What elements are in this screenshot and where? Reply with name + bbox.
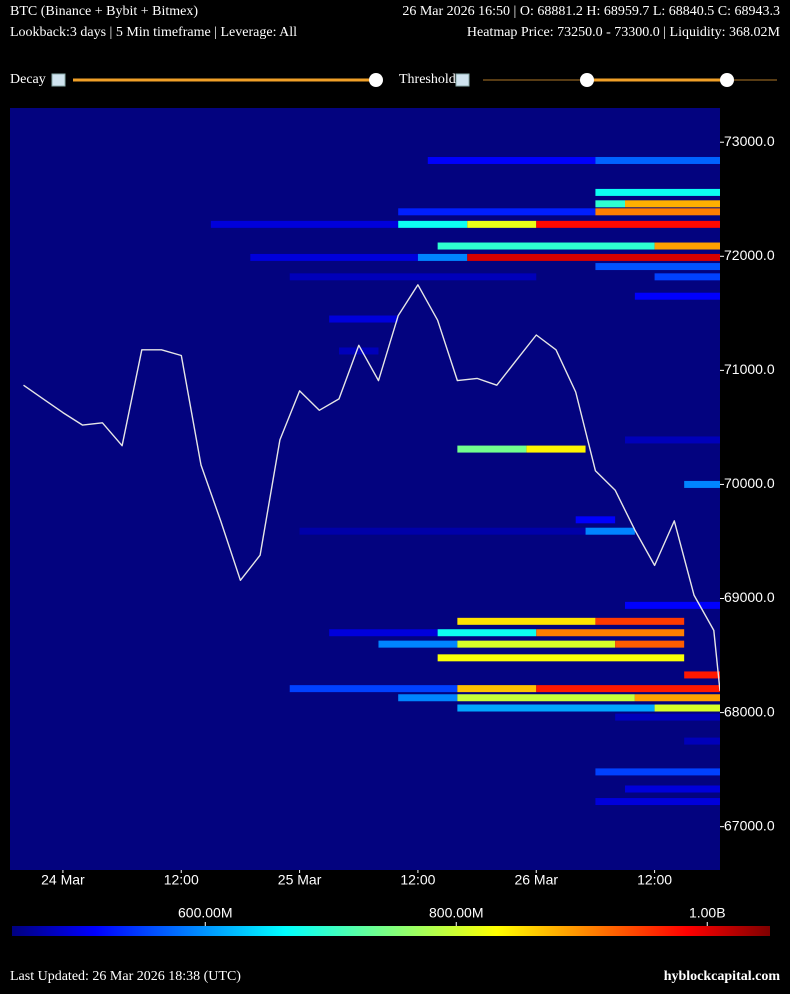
liquidity-band bbox=[457, 704, 655, 712]
colorbar-ticks: 600.00M 800.00M 1.00B bbox=[178, 905, 726, 926]
liquidity-band bbox=[437, 654, 685, 662]
y-tick-label: 67000.0 bbox=[724, 817, 775, 833]
liquidity-band bbox=[625, 436, 720, 444]
liquidity-band bbox=[289, 685, 458, 693]
liquidity-band bbox=[634, 292, 720, 300]
liquidity-band bbox=[398, 208, 596, 216]
liquidity-band bbox=[427, 156, 596, 164]
liquidity-band bbox=[250, 253, 418, 261]
x-tick-label: 12:00 bbox=[637, 872, 672, 888]
liquidity-band bbox=[625, 200, 720, 208]
chart-title: BTC (Binance + Bybit + Bitmex) bbox=[10, 4, 198, 19]
ohlc-info: 26 Mar 2026 16:50 | O: 68881.2 H: 68959.… bbox=[402, 4, 780, 19]
liquidity-band bbox=[437, 629, 537, 637]
liquidity-band bbox=[684, 480, 720, 488]
liquidity-band bbox=[684, 671, 720, 679]
heatmap-info: Heatmap Price: 73250.0 - 73300.0 | Liqui… bbox=[467, 25, 781, 40]
chart-subtitle: Lookback:3 days | 5 Min timeframe | Leve… bbox=[10, 25, 297, 40]
y-tick-label: 68000.0 bbox=[724, 703, 775, 719]
liquidity-band bbox=[536, 629, 685, 637]
liquidity-band bbox=[398, 220, 468, 228]
liquidity-band bbox=[339, 347, 379, 355]
threshold-icon[interactable] bbox=[455, 73, 470, 87]
liquidity-band bbox=[378, 640, 458, 648]
x-tick-label: 24 Mar bbox=[41, 872, 85, 888]
liquidity-band bbox=[595, 200, 626, 208]
x-tick-label: 12:00 bbox=[400, 872, 435, 888]
price-layer bbox=[23, 284, 720, 691]
liquidity-band bbox=[654, 273, 720, 281]
liquidity-band bbox=[595, 188, 720, 196]
plot-background bbox=[10, 108, 720, 870]
decay-slider-knob[interactable] bbox=[369, 73, 383, 87]
liquidity-band bbox=[615, 640, 685, 648]
colorbar-tick-label: 800.00M bbox=[429, 905, 483, 921]
y-tick-label: 69000.0 bbox=[724, 589, 775, 605]
decay-icon[interactable] bbox=[51, 73, 66, 87]
liquidity-band bbox=[457, 445, 527, 453]
liquidity-band bbox=[625, 785, 720, 793]
colorbar-tick-label: 600.00M bbox=[178, 905, 232, 921]
liquidity-band bbox=[289, 273, 537, 281]
liquidity-band bbox=[467, 253, 720, 261]
colorbar bbox=[12, 926, 770, 936]
footer-updated: Last Updated: 26 Mar 2026 18:38 (UTC) bbox=[10, 969, 241, 984]
liquidity-band bbox=[526, 445, 586, 453]
x-tick-label: 25 Mar bbox=[278, 872, 322, 888]
x-tick-label: 26 Mar bbox=[514, 872, 558, 888]
liquidity-band bbox=[575, 516, 616, 524]
liquidity-band bbox=[457, 685, 537, 693]
liquidity-band bbox=[595, 263, 720, 271]
threshold-knob-low[interactable] bbox=[580, 73, 594, 87]
axes: 67000.0 68000.0 69000.0 70000.0 71000.0 72000… bbox=[41, 133, 775, 888]
liquidity-band bbox=[615, 713, 720, 721]
y-tick-label: 70000.0 bbox=[724, 475, 775, 491]
liquidity-band bbox=[457, 617, 596, 625]
liquidity-band bbox=[536, 685, 720, 693]
decay-label: Decay bbox=[10, 72, 46, 87]
threshold-knob-high[interactable] bbox=[720, 73, 734, 87]
liquidity-band bbox=[299, 527, 586, 535]
liquidity-band bbox=[536, 220, 720, 228]
liquidity-band bbox=[329, 629, 438, 637]
liquidity-band bbox=[634, 694, 720, 702]
colorbar-tick-label: 1.00B bbox=[689, 905, 726, 921]
price-line bbox=[23, 284, 720, 691]
liquidity-band bbox=[467, 220, 537, 228]
liquidity-band bbox=[210, 220, 399, 228]
liquidity-band bbox=[437, 242, 655, 250]
liquidity-band bbox=[595, 768, 720, 776]
liquidity-band bbox=[398, 694, 458, 702]
footer-source: hyblockcapital.com bbox=[664, 969, 781, 984]
heatmap-bands bbox=[210, 156, 720, 806]
liquidity-band bbox=[654, 704, 720, 712]
liquidity-band bbox=[595, 798, 720, 806]
threshold-label: Threshold bbox=[399, 72, 456, 87]
liquidity-band bbox=[329, 315, 399, 323]
liquidity-band bbox=[595, 617, 685, 625]
y-tick-label: 73000.0 bbox=[724, 133, 775, 149]
y-tick-label: 72000.0 bbox=[724, 247, 775, 263]
liquidity-band bbox=[684, 737, 720, 745]
x-tick-label: 12:00 bbox=[164, 872, 199, 888]
liquidity-band bbox=[585, 527, 635, 535]
y-tick-label: 71000.0 bbox=[724, 361, 775, 377]
liquidity-band bbox=[625, 601, 720, 609]
liquidity-band bbox=[654, 242, 720, 250]
liquidity-band bbox=[595, 156, 720, 164]
liquidity-band bbox=[457, 694, 635, 702]
liquidity-band bbox=[595, 208, 720, 216]
liquidity-band bbox=[457, 640, 616, 648]
liquidity-band bbox=[417, 253, 468, 261]
